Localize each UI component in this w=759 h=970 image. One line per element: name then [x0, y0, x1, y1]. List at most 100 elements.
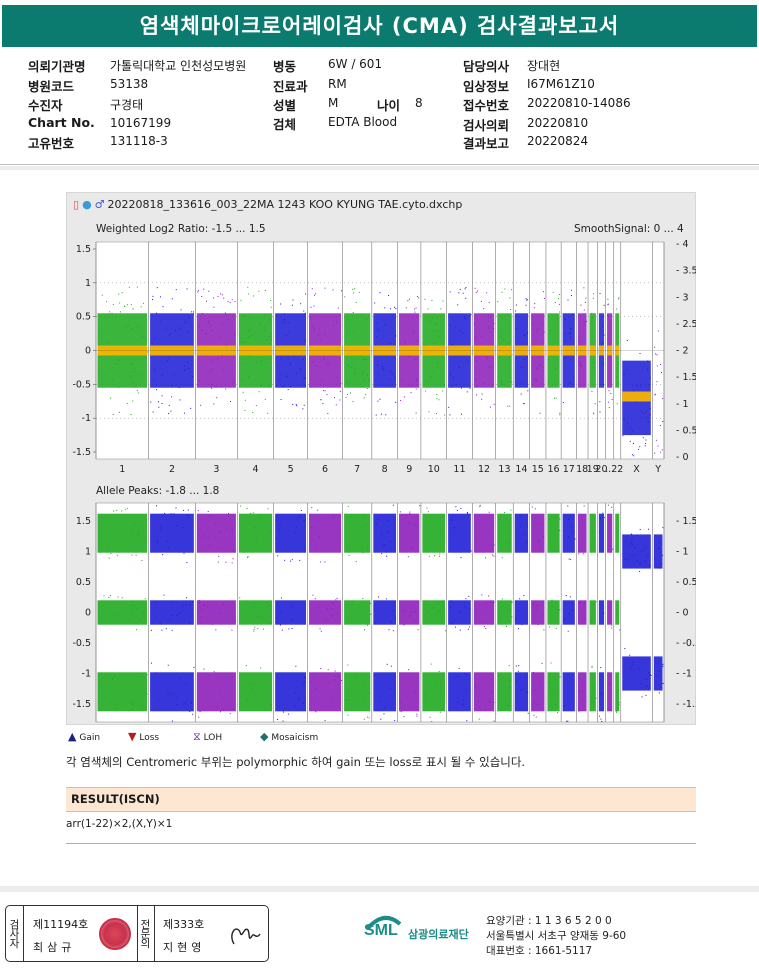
- log2-point: [433, 313, 435, 315]
- log2-point: [130, 414, 132, 416]
- allele-point: [436, 613, 438, 615]
- log2-point: [150, 401, 152, 403]
- allele-point: [138, 676, 140, 678]
- allele-point: [166, 540, 168, 542]
- allele-point: [191, 701, 193, 703]
- allele-point: [132, 600, 134, 602]
- allele-point: [245, 665, 247, 667]
- info-label: 담당의사: [463, 59, 510, 74]
- log2-point: [463, 316, 465, 318]
- allele-point: [517, 670, 519, 672]
- log2-point: [460, 387, 462, 389]
- log2-point: [511, 354, 513, 356]
- log2-point: [410, 392, 412, 394]
- allele-point: [570, 559, 572, 561]
- allele-point: [109, 613, 111, 615]
- allele-point: [374, 674, 376, 676]
- log2-point: [248, 329, 250, 331]
- log2-point: [190, 407, 192, 409]
- log2-point: [186, 288, 188, 290]
- allele-point: [504, 701, 506, 703]
- allele-band: [547, 513, 560, 553]
- log2-point: [657, 445, 659, 447]
- log2-point: [106, 341, 108, 343]
- log2-point: [130, 303, 132, 305]
- allele-point: [219, 711, 221, 713]
- allele-point: [201, 609, 203, 611]
- allele-point: [595, 601, 597, 603]
- allele-band: [547, 600, 560, 625]
- allele-point: [185, 684, 187, 686]
- allele-point: [630, 533, 632, 535]
- allele-point: [179, 677, 181, 679]
- allele-point: [591, 550, 593, 552]
- log2-point: [134, 371, 136, 373]
- log2-point: [607, 315, 609, 317]
- allele-point: [129, 681, 131, 683]
- allele-point: [150, 662, 152, 664]
- allele-point: [192, 601, 194, 603]
- log2-point: [436, 393, 438, 395]
- log2-point: [490, 316, 492, 318]
- log2-point: [534, 303, 536, 305]
- allele-point: [567, 505, 569, 507]
- allele-point: [260, 695, 262, 697]
- allele-point: [414, 690, 416, 692]
- log2-point: [101, 294, 103, 296]
- log2-point: [207, 320, 209, 322]
- axis-tick-label: - 1.5: [676, 516, 696, 527]
- allele-point: [432, 607, 434, 609]
- allele-point: [254, 606, 256, 608]
- log2-point: [644, 445, 646, 447]
- log2-point: [475, 291, 477, 293]
- log2-point: [119, 311, 121, 313]
- allele-point: [299, 516, 301, 518]
- sml-logo-icon: [366, 916, 402, 930]
- allele-point: [347, 545, 349, 547]
- log2-point: [632, 454, 634, 456]
- info-label: 고유번호: [28, 136, 75, 151]
- log2-point: [542, 291, 544, 293]
- allele-point: [409, 612, 411, 614]
- log2-point: [486, 292, 488, 294]
- centromere-note: 각 염색체의 Centromeric 부위는 polymorphic 하여 ga…: [66, 755, 526, 769]
- log2-point: [395, 308, 397, 310]
- legend-loss: ▼ Loss: [128, 730, 159, 743]
- axis-tick-label: 1: [85, 547, 91, 558]
- log2-point: [243, 315, 245, 317]
- allele-band: [399, 600, 420, 625]
- log2-point: [344, 316, 346, 318]
- allele-point: [582, 553, 584, 555]
- allele-point: [412, 547, 414, 549]
- allele-point: [279, 525, 281, 527]
- log2-point: [98, 343, 100, 345]
- allele-point: [367, 548, 369, 550]
- allele-point: [160, 529, 162, 531]
- allele-point: [631, 534, 633, 536]
- allele-point: [456, 509, 458, 511]
- chromosome-label: 1: [119, 464, 125, 475]
- allele-point: [170, 601, 172, 603]
- allele-point: [559, 530, 561, 532]
- log2-point: [221, 294, 223, 296]
- allele-point: [470, 550, 472, 552]
- allele-point: [375, 622, 377, 624]
- org-line: 대표번호 : 1661-5117: [486, 945, 593, 957]
- allele-point: [197, 534, 199, 536]
- log2-point: [430, 320, 432, 322]
- info-label: 임상정보: [463, 79, 510, 94]
- allele-point: [108, 695, 110, 697]
- allele-point: [366, 716, 368, 718]
- allele-point: [594, 691, 596, 693]
- log2-point: [583, 287, 585, 289]
- log2-point: [304, 377, 306, 379]
- log2-point: [391, 373, 393, 375]
- allele-band: [448, 600, 471, 625]
- log2-point: [636, 385, 638, 387]
- allele-point: [661, 554, 663, 556]
- allele-point: [573, 532, 575, 534]
- allele-point: [590, 621, 592, 623]
- allele-point: [408, 615, 410, 617]
- log2-point: [339, 399, 341, 401]
- log2-point: [416, 296, 418, 298]
